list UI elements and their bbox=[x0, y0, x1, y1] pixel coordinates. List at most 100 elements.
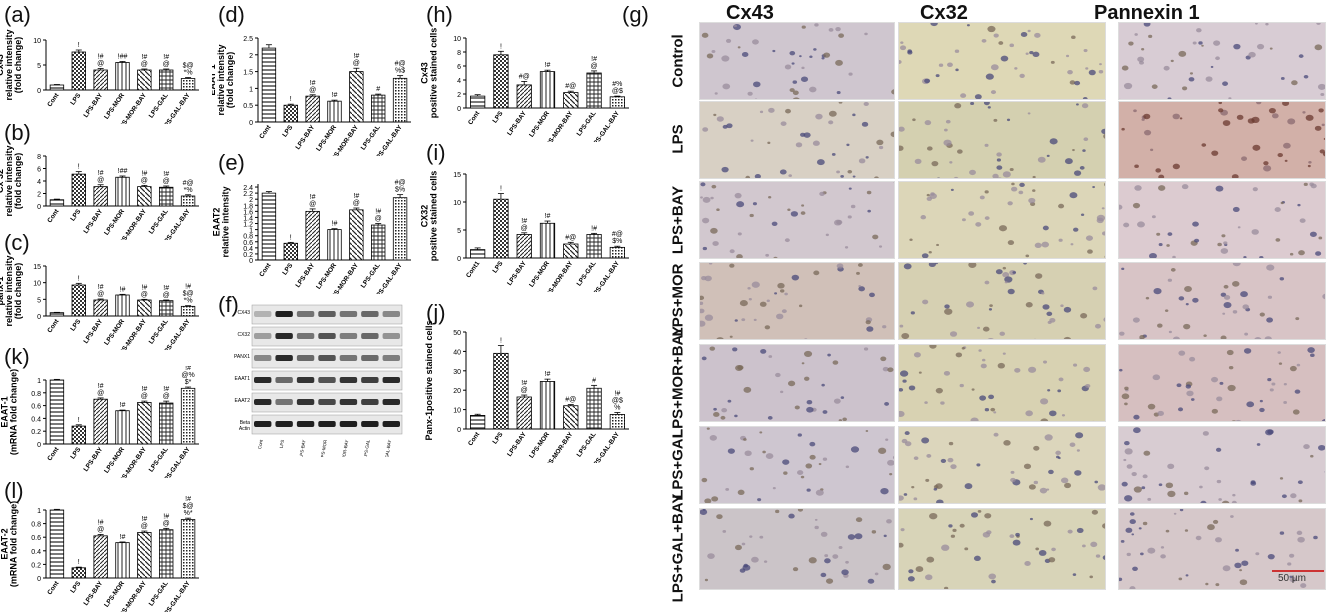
cell-nucleus bbox=[1275, 238, 1281, 242]
cell-nucleus bbox=[806, 488, 811, 492]
x-tick-label: LPS bbox=[69, 318, 82, 333]
micrograph-tile bbox=[699, 508, 895, 590]
cell-nucleus bbox=[876, 139, 884, 146]
cell-nucleus bbox=[1279, 477, 1284, 480]
x-tick-label: LPS-BAY bbox=[83, 208, 105, 235]
blot-band bbox=[254, 377, 272, 383]
cell-nucleus bbox=[1058, 377, 1064, 382]
cell-nucleus bbox=[1039, 487, 1048, 494]
blot-band bbox=[361, 355, 379, 361]
x-tick-label: Cont bbox=[467, 430, 482, 447]
cell-nucleus bbox=[711, 184, 717, 189]
cell-nucleus bbox=[1079, 166, 1085, 170]
cell-nucleus bbox=[1252, 144, 1261, 151]
cell-nucleus bbox=[1222, 81, 1229, 86]
cell-nucleus bbox=[1310, 183, 1317, 189]
bar bbox=[180, 78, 196, 91]
cell-nucleus bbox=[889, 472, 893, 476]
micrograph-tile bbox=[1118, 101, 1326, 179]
cell-nucleus bbox=[1075, 432, 1084, 439]
cell-nucleus bbox=[1042, 225, 1049, 231]
cell-nucleus bbox=[1104, 182, 1105, 187]
cell-nucleus bbox=[926, 454, 932, 458]
cell-nucleus bbox=[866, 326, 874, 332]
y-tick-label: 1.4 bbox=[243, 215, 253, 222]
cell-nucleus bbox=[984, 280, 990, 285]
cell-nucleus bbox=[1198, 41, 1203, 45]
cell-nucleus bbox=[1267, 553, 1275, 560]
cell-nucleus bbox=[914, 158, 922, 165]
cell-nucleus bbox=[936, 243, 939, 247]
significance-label: @ bbox=[353, 200, 360, 207]
cell-nucleus bbox=[716, 337, 724, 339]
cell-nucleus bbox=[736, 201, 745, 208]
cell-nucleus bbox=[1250, 480, 1256, 485]
cell-nucleus bbox=[1307, 164, 1311, 168]
cell-nucleus bbox=[944, 586, 949, 589]
row-label-lps-bay: LPS+BAY bbox=[669, 185, 687, 255]
cell-nucleus bbox=[1268, 107, 1276, 114]
y-tick-label: 2 bbox=[249, 53, 253, 60]
blot-band bbox=[361, 399, 379, 405]
micrograph-tile bbox=[699, 181, 895, 259]
cell-nucleus bbox=[950, 464, 957, 470]
cell-nucleus bbox=[701, 217, 710, 224]
significance-label: @ bbox=[97, 390, 104, 397]
cell-nucleus bbox=[1215, 583, 1220, 587]
micrograph-tile bbox=[1118, 426, 1326, 504]
cell-nucleus bbox=[899, 45, 907, 51]
y-tick-label: 1.5 bbox=[243, 70, 253, 77]
x-tick-label: LPS bbox=[69, 208, 82, 223]
column-header-pannexin1: Pannexin 1 bbox=[1094, 2, 1200, 24]
cell-nucleus bbox=[878, 447, 887, 454]
cell-nucleus bbox=[1028, 197, 1036, 204]
cell-nucleus bbox=[1319, 149, 1325, 154]
cell-nucleus bbox=[1064, 482, 1072, 489]
cell-nucleus bbox=[977, 509, 982, 513]
cell-nucleus bbox=[1167, 232, 1173, 236]
cell-nucleus bbox=[1256, 443, 1261, 446]
cell-nucleus bbox=[1163, 65, 1170, 71]
cell-nucleus bbox=[775, 372, 781, 378]
bar bbox=[392, 197, 408, 261]
cell-nucleus bbox=[978, 349, 982, 352]
cell-nucleus bbox=[1252, 187, 1258, 192]
cell-nucleus bbox=[920, 215, 927, 220]
cell-nucleus bbox=[1006, 118, 1011, 122]
cell-nucleus bbox=[996, 152, 1002, 157]
bar bbox=[261, 47, 277, 123]
panel-label-j: (j) bbox=[426, 300, 446, 325]
bar bbox=[305, 210, 320, 261]
cell-nucleus bbox=[1123, 222, 1130, 228]
significance-label: #@ bbox=[612, 231, 623, 238]
cell-nucleus bbox=[867, 578, 875, 584]
cell-nucleus bbox=[801, 25, 806, 29]
western-blot: CX43 CX32 PANX1 EAAT1 EAAT2 Beta Actin Cont LPS L… bbox=[230, 303, 407, 470]
cell-nucleus bbox=[1063, 336, 1072, 339]
significance-label: !# bbox=[521, 218, 527, 225]
cell-nucleus bbox=[754, 98, 758, 99]
significance-label: $% bbox=[395, 187, 405, 194]
cell-nucleus bbox=[772, 49, 776, 53]
cell-nucleus bbox=[1129, 519, 1136, 525]
cell-nucleus bbox=[1220, 248, 1229, 254]
cell-nucleus bbox=[996, 158, 1001, 162]
cell-nucleus bbox=[1060, 304, 1064, 307]
cell-nucleus bbox=[1279, 277, 1285, 281]
cell-nucleus bbox=[1194, 238, 1200, 243]
cell-nucleus bbox=[1314, 44, 1323, 51]
significance-label: !# bbox=[163, 54, 169, 61]
cell-nucleus bbox=[1041, 291, 1045, 295]
y-axis-label: Panx-1positive stained cells bbox=[424, 320, 434, 440]
cell-nucleus bbox=[1014, 67, 1018, 70]
x-tick-label: LPS-MOR bbox=[528, 260, 551, 289]
significance-label: !# bbox=[98, 284, 104, 291]
tissue-texture bbox=[1121, 427, 1325, 503]
significance-label: @ bbox=[97, 177, 104, 184]
cell-nucleus bbox=[1119, 368, 1123, 372]
cell-nucleus bbox=[935, 483, 943, 490]
blot-band bbox=[318, 311, 336, 317]
cell-nucleus bbox=[1082, 544, 1086, 548]
cell-nucleus bbox=[734, 544, 742, 551]
cell-nucleus bbox=[832, 360, 839, 365]
